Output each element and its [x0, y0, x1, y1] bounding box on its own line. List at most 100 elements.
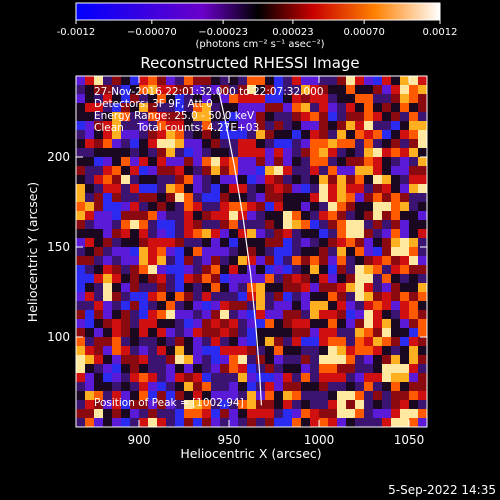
- heatmap-cell: [283, 202, 293, 212]
- heatmap-cell: [274, 382, 284, 392]
- heatmap-cell: [364, 184, 374, 194]
- heatmap-cell: [382, 148, 392, 158]
- heatmap-cell: [355, 229, 365, 239]
- heatmap-cell: [265, 382, 275, 392]
- heatmap-cell: [76, 409, 86, 419]
- heatmap-cell: [355, 166, 365, 176]
- heatmap-cell: [409, 76, 419, 86]
- heatmap-cell: [238, 157, 248, 167]
- heatmap-cell: [238, 139, 248, 149]
- solar-limb-curve: [217, 88, 262, 406]
- heatmap-cell: [94, 283, 104, 293]
- heatmap-cell: [283, 364, 293, 374]
- heatmap-cell: [184, 346, 194, 356]
- heatmap-cell: [382, 301, 392, 311]
- heatmap-cell: [229, 337, 239, 347]
- heatmap-cell: [256, 157, 266, 167]
- heatmap-cell: [310, 229, 320, 239]
- heatmap-cell: [148, 319, 158, 329]
- heatmap-cell: [238, 76, 248, 86]
- heatmap-cell: [121, 319, 131, 329]
- heatmap-cell: [373, 265, 383, 275]
- heatmap-cell: [310, 256, 320, 266]
- heatmap-cell: [319, 193, 329, 203]
- heatmap-cell: [121, 310, 131, 320]
- heatmap-cell: [238, 184, 248, 194]
- heatmap-cell: [211, 301, 221, 311]
- heatmap-cell: [382, 337, 392, 347]
- heatmap-cell: [76, 265, 86, 275]
- heatmap-cell: [337, 112, 347, 122]
- heatmap-cell: [139, 121, 149, 131]
- heatmap-cell: [247, 274, 257, 284]
- heatmap-cell: [193, 409, 203, 419]
- heatmap-cell: [121, 382, 131, 392]
- heatmap-cell: [94, 130, 104, 140]
- heatmap-cell: [112, 121, 122, 131]
- heatmap-cell: [391, 148, 401, 158]
- heatmap-cell: [184, 112, 194, 122]
- heatmap-cell: [130, 148, 140, 158]
- heatmap-cell: [229, 418, 239, 427]
- heatmap-cell: [76, 382, 86, 392]
- heatmap-cell: [220, 166, 230, 176]
- heatmap-cell: [346, 193, 356, 203]
- heatmap-cell: [121, 337, 131, 347]
- heatmap-cell: [346, 76, 356, 86]
- heatmap-cell: [256, 310, 266, 320]
- heatmap-cell: [418, 409, 427, 419]
- heatmap-cell: [247, 400, 257, 410]
- heatmap-cell: [382, 175, 392, 185]
- heatmap-cell: [382, 418, 392, 427]
- heatmap-cell: [112, 175, 122, 185]
- heatmap-cell: [283, 121, 293, 131]
- heatmap-cell: [391, 355, 401, 365]
- heatmap-cell: [301, 391, 311, 401]
- heatmap-cell: [355, 157, 365, 167]
- heatmap-cell: [337, 76, 347, 86]
- heatmap-cell: [94, 364, 104, 374]
- heatmap-cell: [373, 382, 383, 392]
- heatmap-cell: [418, 193, 427, 203]
- heatmap-cell: [157, 382, 167, 392]
- heatmap-cell: [319, 382, 329, 392]
- heatmap-cell: [328, 355, 338, 365]
- heatmap-cell: [238, 256, 248, 266]
- heatmap-cell: [256, 283, 266, 293]
- heatmap-cell: [256, 76, 266, 86]
- heatmap-cell: [202, 121, 212, 131]
- heatmap-cell: [346, 292, 356, 302]
- heatmap-cell: [220, 418, 230, 427]
- heatmap-cell: [373, 328, 383, 338]
- heatmap-cell: [121, 301, 131, 311]
- heatmap-cell: [292, 148, 302, 158]
- heatmap-cell: [274, 112, 284, 122]
- heatmap-cell: [130, 400, 140, 410]
- heatmap-cell: [220, 157, 230, 167]
- heatmap-cell: [400, 319, 410, 329]
- heatmap-cell: [112, 94, 122, 104]
- heatmap-cell: [166, 319, 176, 329]
- heatmap-cell: [310, 193, 320, 203]
- heatmap-cell: [121, 193, 131, 203]
- heatmap-cell: [193, 319, 203, 329]
- heatmap-cell: [310, 310, 320, 320]
- heatmap-cell: [202, 400, 212, 410]
- heatmap-cell: [373, 247, 383, 257]
- heatmap-cell: [229, 346, 239, 356]
- heatmap-cell: [139, 103, 149, 113]
- heatmap-cell: [202, 166, 212, 176]
- heatmap-cell: [364, 310, 374, 320]
- heatmap-cell: [202, 247, 212, 257]
- heatmap-cell: [229, 193, 239, 203]
- heatmap-cell: [337, 310, 347, 320]
- heatmap-cell: [139, 310, 149, 320]
- heatmap-cell: [139, 409, 149, 419]
- heatmap-cell: [166, 391, 176, 401]
- heatmap-cell: [337, 157, 347, 167]
- heatmap-cell: [382, 238, 392, 248]
- heatmap-cell: [148, 274, 158, 284]
- heatmap-cell: [382, 247, 392, 257]
- heatmap-cell: [175, 139, 185, 149]
- heatmap-cell: [346, 319, 356, 329]
